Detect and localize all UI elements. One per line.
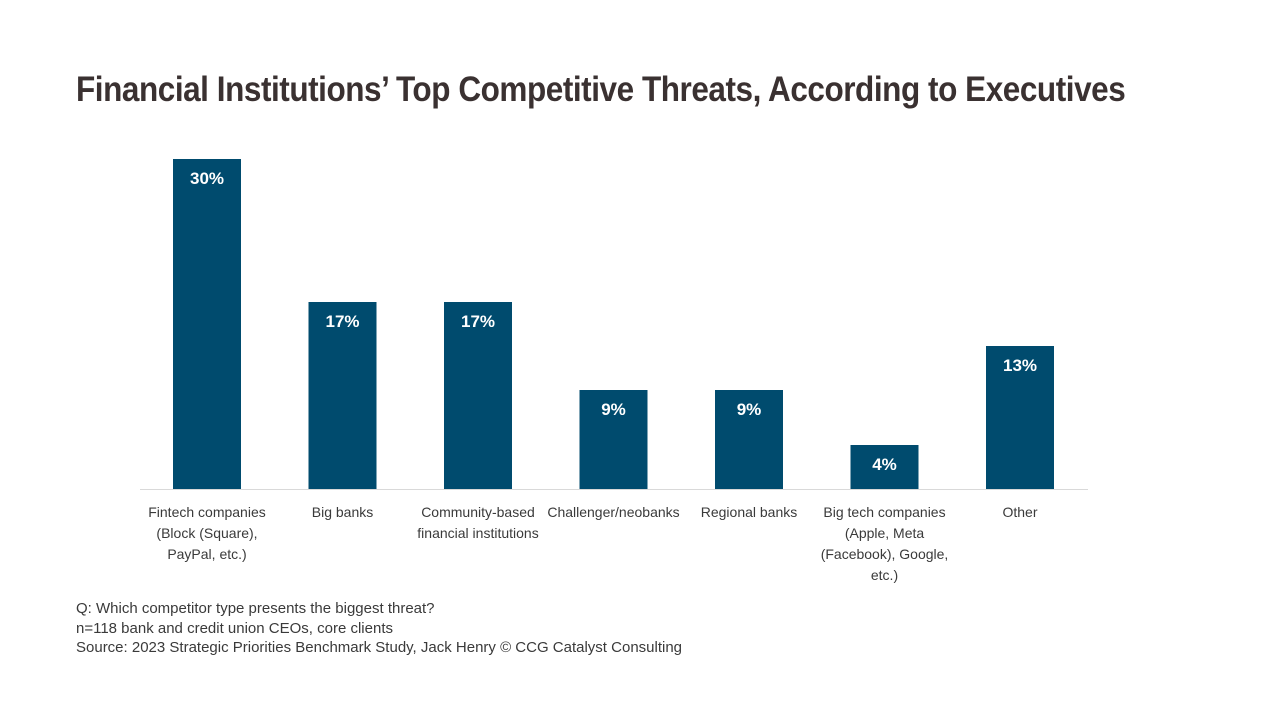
category-label-line: Big banks [312, 504, 373, 520]
category-label-line: Challenger/neobanks [547, 504, 679, 520]
bar-chart-svg: 30% Fintech companies (Block (Square), PayP… [140, 159, 1088, 583]
bar-1 [308, 302, 377, 489]
bar-4 [715, 390, 783, 489]
category-label-3: Challenger/neobanks [547, 504, 679, 520]
category-label-line: PayPal, etc.) [167, 546, 246, 562]
category-label-line: (Facebook), Google, [821, 546, 949, 562]
bar-chart: 30% Fintech companies (Block (Square), PayP… [140, 159, 1088, 583]
category-label-0: Fintech companies (Block (Square), PayPal,… [148, 504, 266, 562]
category-label-line: Big tech companies [823, 504, 945, 520]
bar-6 [986, 346, 1054, 489]
chart-notes: Q: Which competitor type presents the bi… [76, 599, 1176, 658]
bar-5 [850, 445, 919, 489]
category-label-line: etc.) [871, 567, 898, 583]
bar-value-label-0: 30% [190, 169, 224, 188]
bar-value-label-6: 13% [1003, 356, 1037, 375]
chart-title: Financial Institutions’ Top Competitive … [76, 70, 1126, 109]
category-label-line: (Apple, Meta [845, 525, 925, 541]
category-label-line: Community-based [421, 504, 535, 520]
source-note: Source: 2023 Strategic Priorities Benchm… [76, 639, 683, 656]
category-label-4: Regional banks [701, 504, 798, 520]
bar-0 [173, 159, 241, 489]
bar-value-label-1: 17% [325, 312, 359, 331]
category-label-line: Fintech companies [148, 504, 266, 520]
category-label-line: (Block (Square), [156, 525, 257, 541]
survey-question: Q: Which competitor type presents the bi… [76, 600, 435, 617]
bar-value-label-4: 9% [737, 400, 762, 419]
category-label-line: Other [1002, 504, 1037, 520]
sample-size: n=118 bank and credit union CEOs, core c… [76, 619, 393, 637]
category-label-line: financial institutions [417, 525, 538, 541]
category-label-1: Big banks [312, 504, 373, 520]
bar-value-label-5: 4% [872, 455, 897, 474]
category-label-line: Regional banks [701, 504, 798, 520]
bar-value-label-2: 17% [461, 312, 495, 331]
bar-value-label-3: 9% [601, 400, 626, 419]
bar-2 [444, 302, 512, 489]
bar-3 [579, 390, 648, 489]
category-label-2: Community-based financial institutions [417, 504, 538, 541]
category-label-5: Big tech companies (Apple, Meta (Facebook)… [821, 504, 949, 583]
category-label-6: Other [1002, 504, 1037, 520]
